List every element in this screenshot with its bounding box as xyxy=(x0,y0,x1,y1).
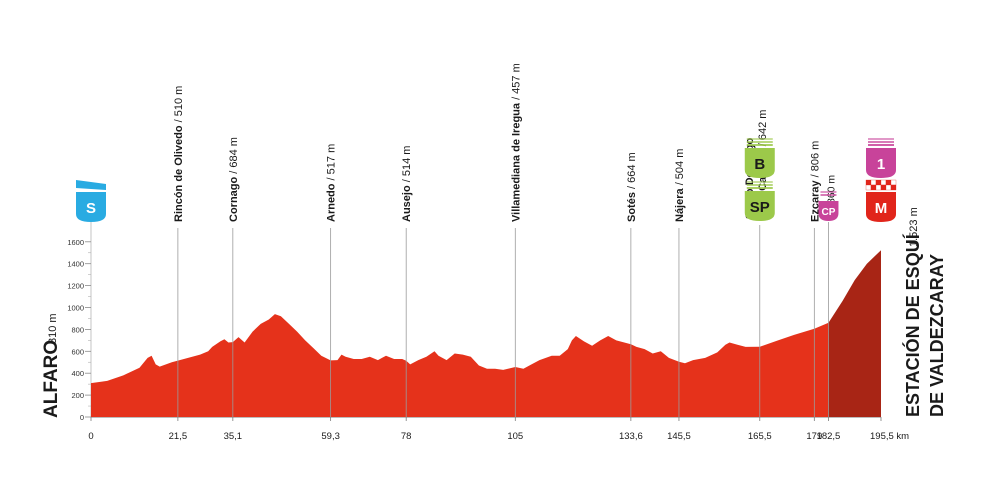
badge-checker xyxy=(885,184,892,191)
waypoint-name: Arnedo / 517 m xyxy=(326,144,338,222)
x-tick-label: 78 xyxy=(401,431,412,442)
x-tick-label: 21,5 xyxy=(169,431,188,442)
badge-sprint: SP xyxy=(744,181,775,221)
x-tick-label: 133,6 xyxy=(619,431,643,442)
finish-label-line2: DE VALDEZCARAY xyxy=(927,254,947,417)
badge-stripe xyxy=(746,187,773,189)
badge-climb: 1 xyxy=(866,138,896,178)
badge-checker xyxy=(890,179,897,186)
waypoint-label: Cornago / 684 m xyxy=(228,137,240,222)
y-tick-label: 200 xyxy=(71,391,84,400)
x-tick-label: 0 xyxy=(88,431,93,442)
y-tick-label: 1600 xyxy=(67,238,84,247)
waypoint-name: Rincón de Olivedo / 510 m xyxy=(173,86,185,222)
start-altitude: 310 m xyxy=(47,313,59,344)
badge-stripe xyxy=(746,141,773,143)
start-label: ALFARO xyxy=(41,340,62,418)
waypoint-label: Nájera / 504 m xyxy=(674,149,686,222)
badge-sprint: B xyxy=(744,138,775,178)
finish-label-group: ESTACIÓN DE ESQUÍ 1.523 m DE VALDEZCARAY xyxy=(902,207,947,417)
y-tick-label: 600 xyxy=(71,347,84,356)
badge-checker xyxy=(880,184,887,191)
y-tick-label: 800 xyxy=(71,325,84,334)
badge-shield xyxy=(818,201,839,221)
badge-text: 1 xyxy=(877,156,885,173)
y-tick-label: 400 xyxy=(71,369,84,378)
badge-checker xyxy=(875,179,882,186)
badge-checker xyxy=(865,179,872,186)
x-tick-label: 165,5 xyxy=(748,431,772,442)
waypoint-name: Ezcaray / 806 m xyxy=(809,141,821,222)
y-tick-label: 0 xyxy=(80,413,84,422)
badge-checker xyxy=(870,184,877,191)
profile-layer xyxy=(91,250,881,417)
x-tick-label: 179 xyxy=(806,431,822,442)
waypoint-name: Ausejo / 514 m xyxy=(401,146,413,222)
badge-stripe xyxy=(868,141,894,143)
badge-start: S xyxy=(76,180,106,222)
waypoint-label: Arnedo / 517 m xyxy=(326,144,338,222)
y-tick-label: 1200 xyxy=(67,282,84,291)
finish-label-line1: ESTACIÓN DE ESQUÍ xyxy=(902,233,923,417)
badge-climb: CP xyxy=(818,191,839,221)
y-tick-label: 1000 xyxy=(67,304,84,313)
badge-shield xyxy=(866,192,896,222)
badge-stripe xyxy=(868,144,894,146)
badge-checker xyxy=(890,184,897,191)
badge-stripe xyxy=(746,181,773,183)
waypoint-label: 860 m xyxy=(825,175,837,204)
x-tick-label: 35,1 xyxy=(224,431,243,442)
badge-stripe xyxy=(868,138,894,140)
finish-altitude: 1.523 m xyxy=(908,207,920,247)
x-tick-label: 59,3 xyxy=(321,431,340,442)
x-tick-label: 182,5 xyxy=(817,431,841,442)
badge-checker xyxy=(880,179,887,186)
badge-text: S xyxy=(86,200,96,217)
badge-shield xyxy=(744,191,775,221)
badge-finish: M xyxy=(865,179,897,222)
waypoint-label: Ezcaray / 806 m xyxy=(809,141,821,222)
badge-layer: S B SP CP 1 M xyxy=(76,138,897,222)
badge-checker xyxy=(875,184,882,191)
badge-shield xyxy=(76,192,106,222)
badge-stripe xyxy=(746,144,773,146)
badge-text: B xyxy=(754,156,765,173)
start-label-group: ALFARO 310 m xyxy=(41,313,62,418)
y-tick-label: 1400 xyxy=(67,260,84,269)
badge-shield xyxy=(866,148,896,178)
waypoint-label: Villamediana de Iregua / 457 m xyxy=(510,63,522,222)
badge-stripe xyxy=(746,138,773,140)
waypoint-label: Rincón de Olivedo / 510 m xyxy=(173,86,185,222)
waypoint-name: Sotés / 664 m xyxy=(626,152,638,222)
x-tick-label: 105 xyxy=(507,431,523,442)
badge-checker xyxy=(885,179,892,186)
badge-checker xyxy=(870,179,877,186)
waypoint-name: Villamediana de Iregua / 457 m xyxy=(510,63,522,222)
badge-stripe xyxy=(820,191,837,193)
badge-stripe xyxy=(820,194,837,196)
waypoint-label: Sotés / 664 m xyxy=(626,152,638,222)
waypoint-name: Cornago / 684 m xyxy=(228,137,240,222)
badge-shield xyxy=(744,148,775,178)
badge-text: M xyxy=(875,200,888,217)
waypoint-name: Nájera / 504 m xyxy=(674,149,686,222)
waypoint-altitude: 860 m xyxy=(825,175,837,204)
final-climb-area xyxy=(828,250,881,417)
profile-area xyxy=(91,314,829,417)
badge-flag xyxy=(76,180,106,190)
x-tick-label: 195,5 km xyxy=(870,431,909,442)
waypoint-label: Ausejo / 514 m xyxy=(401,146,413,222)
badge-checker xyxy=(865,184,872,191)
badge-text: CP xyxy=(822,207,836,218)
x-tick-label: 145,5 xyxy=(667,431,691,442)
badge-text: SP xyxy=(750,199,770,216)
badge-stripe xyxy=(746,184,773,186)
